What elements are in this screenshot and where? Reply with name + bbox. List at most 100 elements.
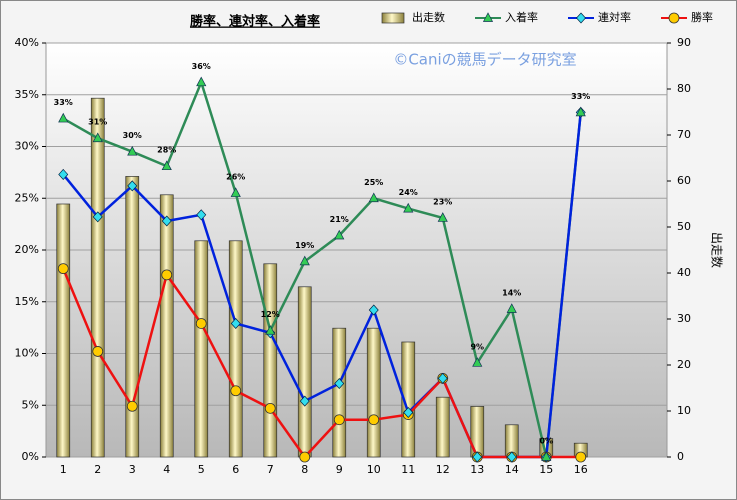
- marker: [264, 402, 276, 414]
- marker: [333, 414, 345, 426]
- bar: [90, 97, 105, 458]
- legend-label: 勝率: [691, 10, 713, 24]
- marker: [403, 202, 414, 213]
- marker: [92, 132, 103, 143]
- y2-tick-label: 70: [677, 128, 691, 141]
- marker: [368, 304, 379, 316]
- data-label: 31%: [88, 118, 107, 127]
- marker: [265, 324, 276, 335]
- bar: [159, 194, 174, 458]
- y-tick-label: 10%: [15, 347, 39, 360]
- marker: [541, 451, 552, 461]
- data-label: 24%: [399, 188, 418, 197]
- y2-tick-label: 40: [677, 266, 691, 279]
- y2-tick-label: 60: [677, 174, 691, 187]
- marker: [576, 12, 586, 24]
- marker: [195, 318, 207, 329]
- x-tick-label: 6: [232, 463, 239, 476]
- legend-label: 入着率: [505, 10, 538, 24]
- x-tick-label: 15: [539, 463, 553, 476]
- x-tick-label: 4: [163, 463, 170, 476]
- y-tick-label: 15%: [15, 295, 39, 308]
- data-label: 0%: [539, 437, 553, 446]
- marker: [127, 145, 138, 156]
- line: [62, 78, 582, 458]
- x-tick-label: 3: [129, 463, 136, 476]
- x-tick-label: 5: [198, 463, 205, 476]
- marker: [368, 414, 380, 426]
- marker: [92, 211, 103, 223]
- data-label: 14%: [502, 288, 521, 297]
- marker: [230, 187, 241, 197]
- data-label: 33%: [54, 98, 73, 107]
- legend-swatch: [381, 12, 405, 24]
- watermark: ©Caniの競馬データ研究室: [393, 51, 576, 69]
- x-tick-label: 13: [470, 463, 484, 476]
- marker: [472, 357, 483, 367]
- y-tick-label: 20%: [15, 243, 39, 256]
- x-tick-label: 10: [367, 463, 381, 476]
- bar: [125, 176, 140, 458]
- marker: [506, 451, 517, 463]
- x-tick-label: 1: [60, 463, 67, 476]
- y2-axis-title: 出走数: [710, 232, 725, 268]
- bar: [228, 240, 243, 458]
- x-tick-label: 8: [301, 463, 308, 476]
- data-label: 26%: [226, 173, 245, 182]
- marker: [57, 263, 69, 275]
- marker: [230, 317, 241, 330]
- bar: [297, 286, 312, 458]
- y2-tick-label: 20: [677, 358, 691, 371]
- bar: [194, 240, 209, 458]
- marker: [92, 346, 104, 357]
- marker: [368, 192, 379, 203]
- marker: [299, 395, 310, 407]
- x-tick-label: 2: [94, 463, 101, 476]
- marker: [334, 229, 345, 240]
- marker: [161, 160, 172, 171]
- marker: [334, 377, 345, 390]
- marker: [299, 255, 310, 266]
- x-tick-label: 9: [336, 463, 343, 476]
- chart-title: 勝率、連対率、入着率: [190, 14, 320, 30]
- bar: [435, 396, 450, 458]
- marker: [668, 12, 680, 24]
- bar: [332, 327, 347, 458]
- marker: [230, 385, 242, 397]
- y2-tick-label: 30: [677, 312, 691, 325]
- bar: [366, 327, 381, 458]
- x-tick-label: 16: [574, 463, 588, 476]
- legend-label: 連対率: [598, 10, 631, 24]
- data-label: 9%: [470, 342, 484, 351]
- legend-label: 出走数: [412, 10, 445, 24]
- marker: [196, 76, 207, 87]
- data-label: 28%: [157, 146, 176, 155]
- marker: [437, 372, 448, 384]
- y-tick-label: 35%: [15, 88, 39, 101]
- bar: [401, 341, 416, 458]
- data-label: 23%: [433, 197, 452, 206]
- data-label: 21%: [330, 215, 349, 224]
- bar: [56, 203, 71, 458]
- data-label: 36%: [192, 62, 211, 71]
- y-tick-label: 25%: [15, 191, 39, 204]
- line: [62, 268, 581, 459]
- bar: [263, 263, 278, 458]
- y2-tick-label: 0: [677, 450, 684, 463]
- marker: [299, 451, 311, 463]
- marker: [126, 400, 138, 412]
- y-tick-label: 40%: [15, 36, 39, 49]
- data-label: 25%: [364, 178, 383, 187]
- x-tick-label: 14: [505, 463, 519, 476]
- marker: [575, 106, 586, 117]
- marker: [161, 269, 173, 281]
- marker: [575, 451, 587, 463]
- data-label: 33%: [571, 92, 590, 101]
- marker: [472, 451, 483, 463]
- data-label: 30%: [123, 131, 142, 140]
- marker: [127, 180, 138, 192]
- marker: [482, 12, 494, 22]
- data-label: 12%: [261, 310, 280, 319]
